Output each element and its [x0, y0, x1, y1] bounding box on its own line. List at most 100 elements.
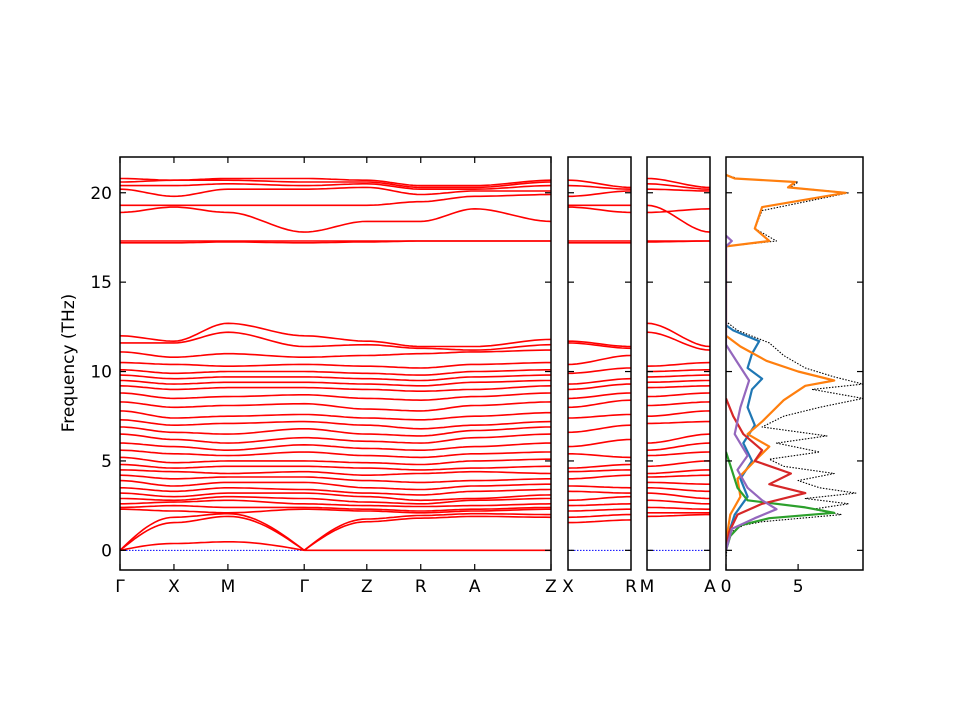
band-line	[120, 361, 551, 369]
band-line	[647, 392, 710, 398]
band-line	[120, 433, 551, 444]
band-line	[647, 481, 710, 485]
band-line	[120, 379, 551, 387]
band-line	[647, 369, 710, 373]
band-line	[568, 179, 631, 189]
band-line	[647, 177, 710, 189]
band-line	[568, 367, 631, 375]
y-tick-label: 5	[101, 452, 112, 472]
band-line	[647, 379, 710, 384]
band-line	[120, 541, 551, 552]
y-tick-label: 10	[90, 363, 112, 383]
band-line	[647, 385, 710, 389]
band-line	[120, 442, 551, 451]
band-line	[568, 438, 631, 448]
band-line	[120, 186, 551, 198]
path-label: X	[168, 577, 180, 597]
band-line	[120, 469, 551, 476]
band-line	[647, 451, 710, 457]
band-line	[120, 463, 551, 471]
band-line	[568, 342, 631, 350]
band-line	[120, 456, 551, 466]
band-line	[120, 492, 551, 502]
band-line	[647, 374, 710, 378]
band-line	[568, 340, 631, 348]
band-line	[647, 331, 710, 351]
band-line	[568, 474, 631, 480]
band-line	[568, 495, 631, 502]
band-line	[647, 433, 710, 444]
band-line	[568, 190, 631, 198]
band-line	[120, 449, 551, 459]
band-line	[647, 469, 710, 475]
band-line	[120, 499, 551, 508]
band-line	[568, 424, 631, 434]
band-line	[120, 419, 551, 430]
band-line	[568, 453, 631, 459]
band-line	[647, 474, 710, 478]
band-line	[120, 474, 551, 484]
band-line	[647, 208, 710, 214]
band-line	[568, 508, 631, 512]
band-line	[120, 331, 551, 351]
band-line	[120, 369, 551, 376]
band-line	[120, 392, 551, 401]
band-line	[120, 193, 551, 207]
path-label: A	[469, 577, 481, 597]
band-lines-x-r	[568, 179, 631, 551]
panel-frame-main	[119, 156, 552, 571]
dos-x-tick-label: 5	[793, 577, 804, 597]
band-lines-main	[120, 177, 551, 552]
band-line	[120, 322, 551, 348]
path-label: A	[704, 577, 716, 597]
band-line	[568, 413, 631, 419]
band-line	[647, 492, 710, 500]
path-label: Z	[545, 577, 557, 597]
band-line	[120, 515, 551, 551]
path-label: M	[640, 577, 655, 597]
dos-curve	[726, 174, 863, 560]
band-line	[120, 426, 551, 437]
band-line	[120, 177, 551, 187]
band-line	[120, 385, 551, 392]
band-line	[647, 460, 710, 468]
band-line	[568, 519, 631, 524]
band-line	[568, 392, 631, 400]
band-line	[120, 401, 551, 412]
dos-x-tick-label: 0	[721, 577, 732, 597]
band-line	[568, 469, 631, 473]
y-tick-label: 20	[90, 184, 112, 204]
y-tick-label: 15	[90, 273, 112, 293]
band-line	[568, 503, 631, 507]
path-label: R	[625, 577, 637, 597]
band-line	[647, 499, 710, 505]
band-line	[647, 188, 710, 192]
band-line	[647, 506, 710, 510]
path-label: M	[221, 577, 236, 597]
band-line	[120, 349, 551, 358]
band-line	[120, 504, 551, 512]
band-line	[568, 383, 631, 391]
band-line	[120, 495, 551, 505]
band-line	[647, 410, 710, 417]
y-axis-title: Frequency (THz)	[59, 294, 79, 433]
path-label: Γ	[115, 577, 125, 597]
band-line	[647, 420, 710, 425]
band-line	[568, 399, 631, 409]
path-label: R	[415, 577, 427, 597]
band-line	[647, 361, 710, 367]
band-line	[568, 490, 631, 494]
dos-curve	[726, 173, 847, 551]
band-line	[647, 487, 710, 493]
band-line	[647, 183, 710, 190]
band-line	[568, 377, 631, 385]
dos-curve	[726, 397, 807, 551]
